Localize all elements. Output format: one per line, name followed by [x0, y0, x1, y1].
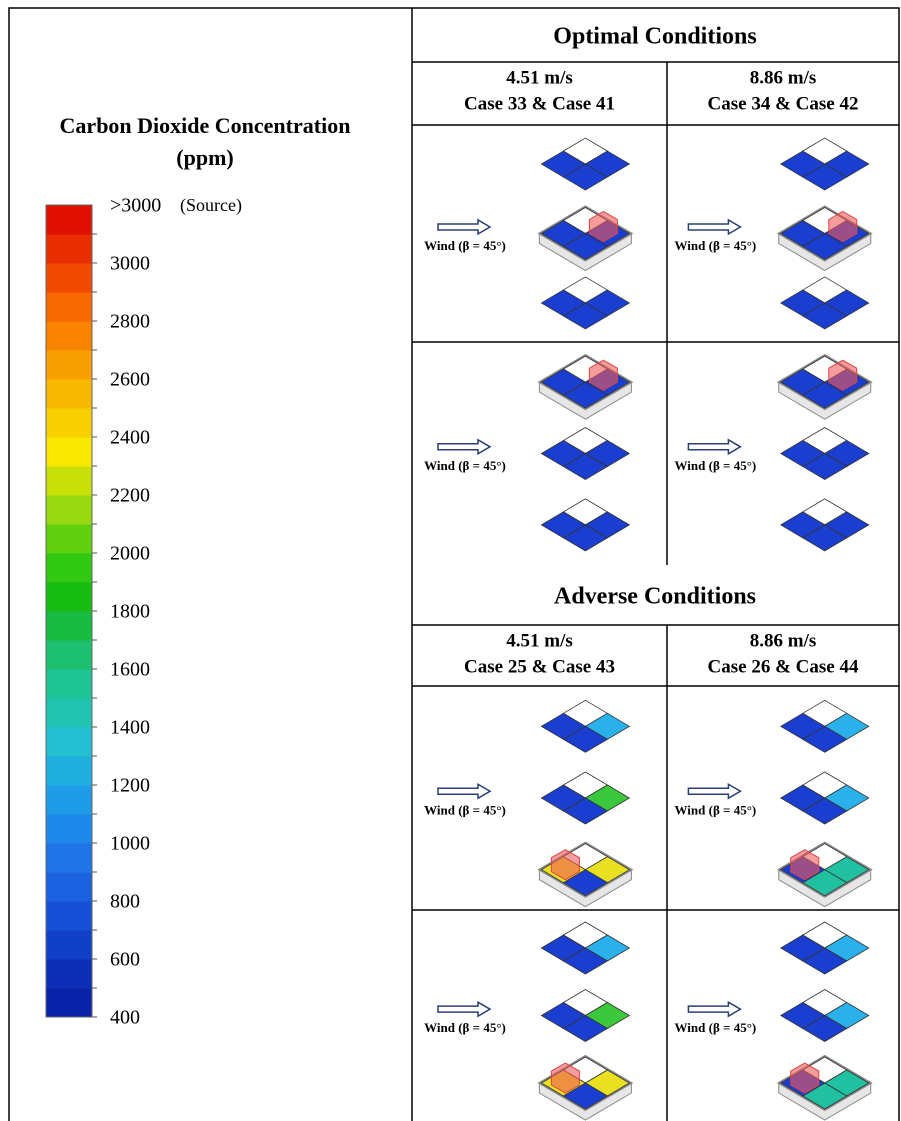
wind-arrow: [688, 220, 740, 234]
colorbar-band: [46, 582, 92, 612]
wind-speed: 4.51 m/s: [506, 630, 573, 651]
legend-tick-label: 2400: [110, 427, 150, 449]
colorbar-band: [46, 321, 92, 351]
legend-tick-label: 1400: [110, 717, 150, 739]
wind-label: Wind (β = 45°): [675, 802, 757, 817]
case-panel: Wind (β = 45°): [675, 138, 871, 329]
wind-arrow: [438, 1002, 490, 1016]
wind-speed: 8.86 m/s: [750, 67, 817, 88]
colorbar-band: [46, 350, 92, 380]
case-panel: Wind (β = 45°): [675, 700, 871, 906]
colorbar-band: [46, 988, 92, 1018]
colorbar-band: [46, 234, 92, 264]
colorbar-band: [46, 669, 92, 699]
legend-unit: (ppm): [176, 145, 233, 170]
case-panel: Wind (β = 45°): [424, 138, 631, 329]
colorbar-band: [46, 379, 92, 409]
legend-tick-label: 1800: [110, 601, 150, 623]
section-title: Adverse Conditions: [554, 584, 756, 610]
wind-label: Wind (β = 45°): [424, 238, 506, 253]
wind-arrow: [688, 1002, 740, 1016]
case-panel: Wind (β = 45°): [424, 355, 631, 551]
colorbar-band: [46, 959, 92, 989]
legend-tick-label: 2600: [110, 369, 150, 391]
legend-tick-label: 2800: [110, 311, 150, 333]
colorbar-band: [46, 814, 92, 844]
case-panel: Wind (β = 45°): [675, 922, 871, 1120]
wind-arrow: [438, 784, 490, 798]
colorbar-band: [46, 930, 92, 960]
legend-tick-label: 2200: [110, 485, 150, 507]
wind-label: Wind (β = 45°): [675, 458, 757, 473]
wind-arrow: [438, 440, 490, 454]
legend-tick-label: 3000: [110, 253, 150, 275]
colorbar-band: [46, 640, 92, 670]
section-title: Optimal Conditions: [553, 24, 756, 50]
colorbar-band: [46, 901, 92, 931]
colorbar-band: [46, 872, 92, 902]
legend-title: Carbon Dioxide Concentration: [60, 113, 351, 138]
wind-label: Wind (β = 45°): [675, 238, 757, 253]
wind-label: Wind (β = 45°): [675, 1020, 757, 1035]
colorbar-band: [46, 756, 92, 786]
colorbar-band: [46, 263, 92, 293]
case-panel: Wind (β = 45°): [424, 922, 631, 1120]
wind-speed: 8.86 m/s: [750, 630, 817, 651]
wind-label: Wind (β = 45°): [424, 802, 506, 817]
colorbar-band: [46, 524, 92, 554]
colorbar-band: [46, 466, 92, 496]
colorbar-band: [46, 495, 92, 525]
colorbar-band: [46, 205, 92, 235]
case-label: Case 26 & Case 44: [708, 656, 859, 677]
legend-tick-label: 1600: [110, 659, 150, 681]
legend-top-note: (Source): [180, 195, 242, 216]
wind-arrow: [688, 440, 740, 454]
colorbar-band: [46, 698, 92, 728]
wind-arrow: [438, 220, 490, 234]
legend-tick-label: 600: [110, 949, 140, 971]
case-panel: Wind (β = 45°): [675, 355, 871, 551]
wind-label: Wind (β = 45°): [424, 1020, 506, 1035]
legend-tick-label: 800: [110, 891, 140, 913]
case-label: Case 33 & Case 41: [464, 93, 615, 114]
colorbar-band: [46, 611, 92, 641]
colorbar-band: [46, 437, 92, 467]
wind-speed: 4.51 m/s: [506, 67, 573, 88]
colorbar-band: [46, 292, 92, 322]
colorbar-band: [46, 843, 92, 873]
case-label: Case 25 & Case 43: [464, 656, 615, 677]
legend-tick-label: 1000: [110, 833, 150, 855]
colorbar-band: [46, 408, 92, 438]
case-panel: Wind (β = 45°): [424, 700, 631, 906]
wind-label: Wind (β = 45°): [424, 458, 506, 473]
legend-tick-label: 400: [110, 1007, 140, 1029]
legend-tick-label: 1200: [110, 775, 150, 797]
figure: Carbon Dioxide Concentration (ppm) >3000…: [0, 0, 901, 1121]
colorbar-band: [46, 553, 92, 583]
case-label: Case 34 & Case 42: [708, 93, 859, 114]
legend-tick-label: 2000: [110, 543, 150, 565]
wind-arrow: [688, 784, 740, 798]
colorbar-band: [46, 785, 92, 815]
colorbar-band: [46, 727, 92, 757]
legend-top-label: >3000: [110, 195, 161, 217]
